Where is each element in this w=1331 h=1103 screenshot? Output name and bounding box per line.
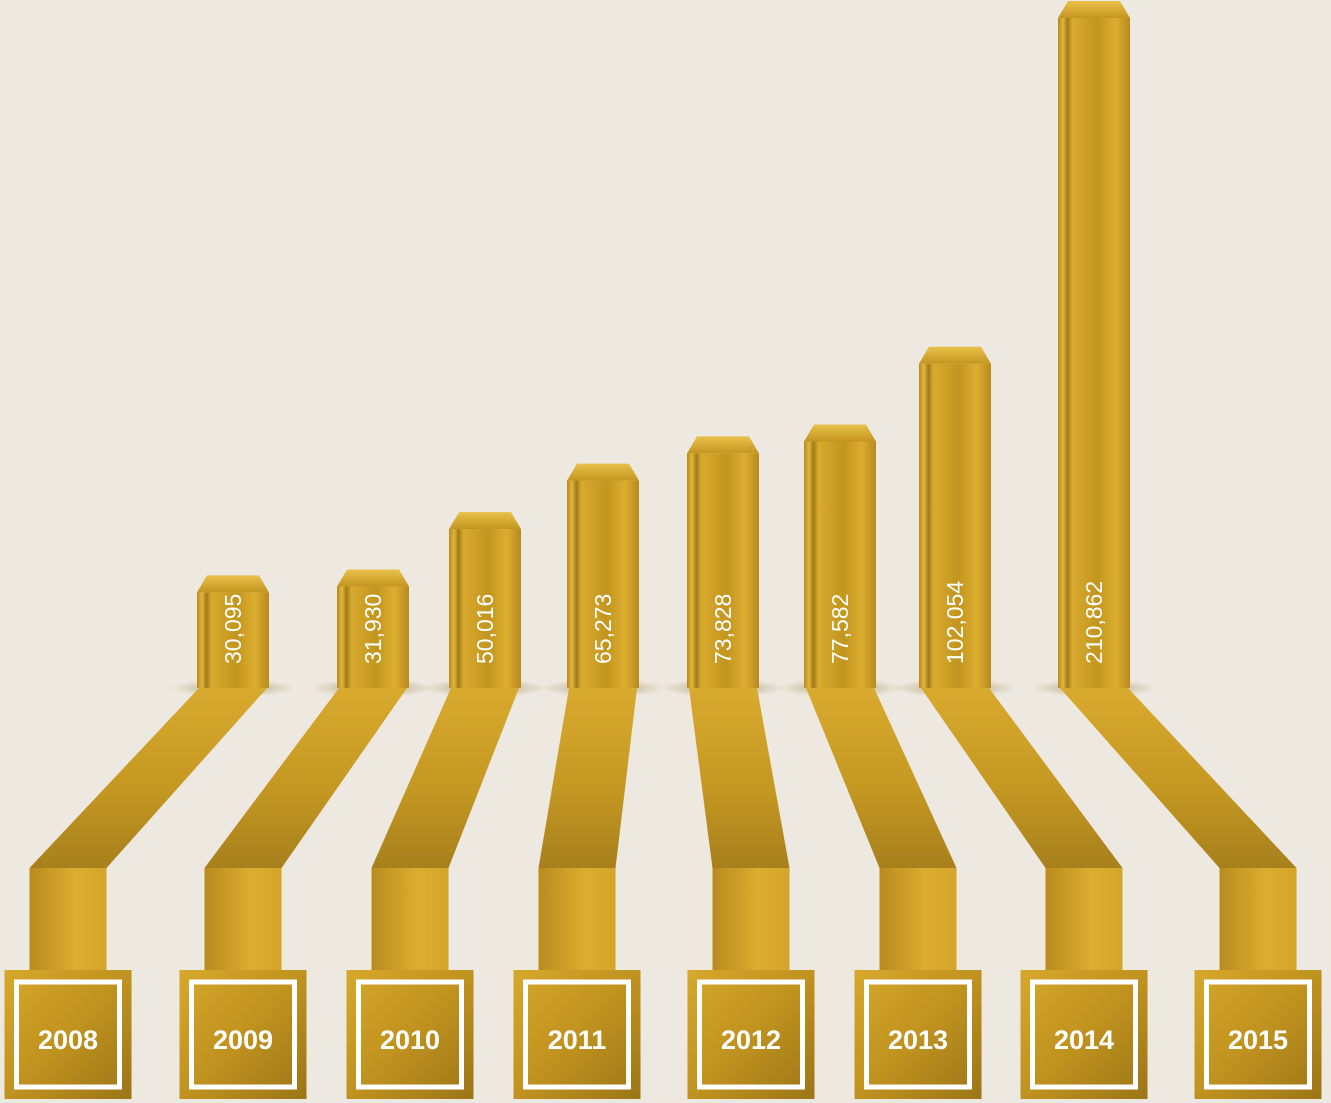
shadows-layer: [171, 679, 1156, 697]
connector-stem-2011: [538, 868, 616, 972]
connector-stem-2010: [371, 868, 449, 972]
connector-ribbon-2008: [29, 688, 267, 868]
year-box-2012: [687, 970, 815, 1099]
year-box-frame: [1204, 979, 1312, 1090]
connector-ribbon-2014: [921, 688, 1123, 868]
year-box-frame: [14, 979, 122, 1090]
bar-2009: [337, 586, 409, 688]
connector-stem-2009: [204, 868, 282, 972]
category-label: 2011: [548, 1025, 607, 1055]
year-box-2015: [1194, 970, 1322, 1099]
category-label: 2015: [1228, 1025, 1288, 1055]
bar-cap-2015: [1058, 1, 1130, 18]
connector-stem-2015: [1219, 868, 1297, 972]
bar-cap-2014: [919, 346, 991, 364]
bars-layer: 30,095 31,930 50,016 65,273 73,828 77,582 102,…: [197, 1, 1130, 688]
bar-2015: [1058, 18, 1130, 688]
year-box-frame: [864, 979, 972, 1090]
connector-stem-2008: [29, 868, 107, 972]
bar-value-label: 50,016: [472, 594, 498, 664]
bar-value-label: 30,095: [220, 594, 246, 664]
connector-ribbon-2015: [1060, 688, 1297, 868]
category-label: 2008: [38, 1025, 98, 1055]
year-box-frame: [189, 979, 297, 1090]
year-box-frame: [356, 979, 464, 1090]
category-label: 2013: [888, 1025, 948, 1055]
bar-cap-2012: [687, 436, 759, 454]
connector-ribbon-2013: [806, 688, 957, 868]
bar-value-label: 73,828: [710, 594, 736, 664]
bar-value-label: 65,273: [590, 594, 616, 664]
year-boxes-layer: 2008 2009 2010 2011 2012 2013 2014 2015: [4, 970, 1322, 1099]
year-box-2010: [346, 970, 474, 1099]
year-box-frame: [697, 979, 805, 1090]
connector-ribbon-2011: [538, 688, 637, 868]
year-box-2008: [4, 970, 132, 1099]
bar-value-label: 77,582: [827, 594, 853, 664]
category-label: 2014: [1054, 1025, 1114, 1055]
bar-2010: [449, 529, 521, 688]
bar-cap-2011: [567, 463, 639, 481]
year-box-2009: [179, 970, 307, 1099]
connector-ribbon-2010: [371, 688, 519, 868]
year-box-2014: [1020, 970, 1148, 1099]
connector-ribbon-2009: [204, 688, 407, 868]
connector-stem-2012: [712, 868, 790, 972]
year-box-2011: [513, 970, 641, 1099]
year-box-frame: [523, 979, 631, 1090]
year-box-2013: [854, 970, 982, 1099]
bar-cap-2008: [197, 575, 269, 593]
category-label: 2012: [721, 1025, 781, 1055]
connector-stem-2013: [879, 868, 957, 972]
year-box-frame: [1030, 979, 1138, 1090]
category-label: 2009: [213, 1025, 273, 1055]
bar-cap-2013: [804, 424, 876, 442]
bar-2012: [687, 453, 759, 688]
bar-2008: [197, 592, 269, 688]
bar-2014: [919, 363, 991, 688]
bar-value-label: 102,054: [942, 581, 968, 664]
ribbons-layer: [29, 688, 1297, 972]
bar-2011: [567, 480, 639, 688]
bar-2013: [804, 441, 876, 688]
category-label: 2010: [380, 1025, 440, 1055]
connector-ribbon-2012: [689, 688, 790, 868]
bar-cap-2009: [337, 569, 409, 587]
connector-stem-2014: [1045, 868, 1123, 972]
bar-value-label: 31,930: [360, 594, 386, 664]
bar-value-label: 210,862: [1081, 581, 1107, 664]
bar-cap-2010: [449, 512, 521, 530]
